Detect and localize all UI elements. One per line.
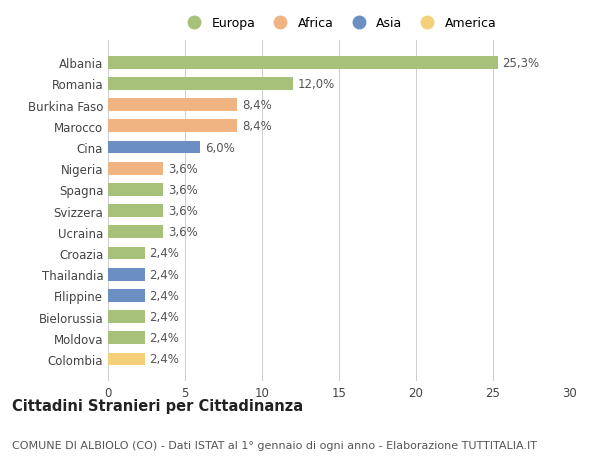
Text: 3,6%: 3,6%	[168, 205, 198, 218]
Bar	[108, 268, 145, 281]
Legend: Europa, Africa, Asia, America: Europa, Africa, Asia, America	[178, 14, 500, 34]
Text: 25,3%: 25,3%	[502, 56, 539, 70]
Text: 6,0%: 6,0%	[205, 141, 235, 154]
Text: 2,4%: 2,4%	[149, 247, 179, 260]
Bar	[108, 226, 163, 239]
Text: 3,6%: 3,6%	[168, 226, 198, 239]
Bar	[108, 311, 145, 323]
Text: 8,4%: 8,4%	[242, 120, 272, 133]
Text: 3,6%: 3,6%	[168, 184, 198, 196]
Text: 8,4%: 8,4%	[242, 99, 272, 112]
Bar	[108, 78, 293, 90]
Text: 2,4%: 2,4%	[149, 310, 179, 324]
Bar	[108, 289, 145, 302]
Bar	[108, 205, 163, 218]
Text: 2,4%: 2,4%	[149, 353, 179, 366]
Bar	[108, 247, 145, 260]
Bar	[108, 57, 497, 69]
Text: 2,4%: 2,4%	[149, 289, 179, 302]
Text: 2,4%: 2,4%	[149, 268, 179, 281]
Bar	[108, 184, 163, 196]
Bar	[108, 162, 163, 175]
Text: 3,6%: 3,6%	[168, 162, 198, 175]
Text: 12,0%: 12,0%	[298, 78, 335, 91]
Bar	[108, 120, 238, 133]
Text: 2,4%: 2,4%	[149, 331, 179, 345]
Bar	[108, 141, 200, 154]
Text: COMUNE DI ALBIOLO (CO) - Dati ISTAT al 1° gennaio di ogni anno - Elaborazione TU: COMUNE DI ALBIOLO (CO) - Dati ISTAT al 1…	[12, 440, 537, 450]
Bar	[108, 353, 145, 365]
Text: Cittadini Stranieri per Cittadinanza: Cittadini Stranieri per Cittadinanza	[12, 398, 303, 413]
Bar	[108, 332, 145, 344]
Bar	[108, 99, 238, 112]
